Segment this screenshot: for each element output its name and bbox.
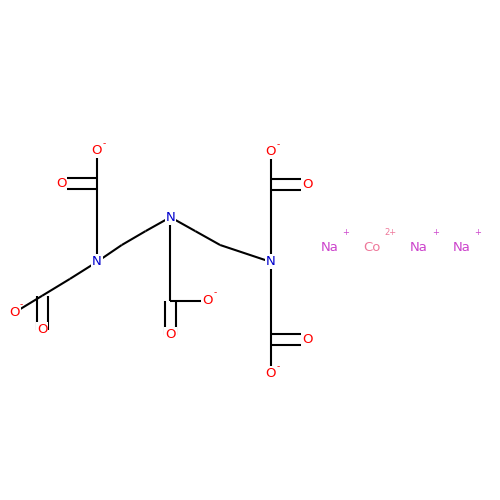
Text: O: O	[56, 177, 66, 190]
Text: O: O	[302, 333, 312, 346]
Text: -: -	[213, 288, 216, 296]
Text: Na: Na	[452, 241, 470, 254]
Text: -: -	[276, 362, 280, 372]
Text: O: O	[302, 178, 312, 191]
Text: -: -	[102, 140, 106, 148]
Text: O: O	[202, 294, 213, 307]
Text: 2+: 2+	[384, 228, 397, 236]
Text: O: O	[37, 323, 48, 336]
Text: -: -	[20, 300, 23, 308]
Text: Co: Co	[363, 241, 380, 254]
Text: +: +	[474, 228, 481, 236]
Text: N: N	[92, 256, 102, 268]
Text: O: O	[92, 144, 102, 157]
Text: +: +	[342, 228, 349, 236]
Text: Na: Na	[410, 241, 428, 254]
Text: Na: Na	[320, 241, 338, 254]
Text: O: O	[165, 328, 175, 341]
Text: +: +	[432, 228, 439, 236]
Text: O: O	[9, 306, 20, 319]
Text: -: -	[276, 140, 280, 149]
Text: N: N	[266, 256, 276, 268]
Text: O: O	[266, 367, 276, 380]
Text: O: O	[266, 145, 276, 158]
Text: N: N	[166, 210, 175, 224]
